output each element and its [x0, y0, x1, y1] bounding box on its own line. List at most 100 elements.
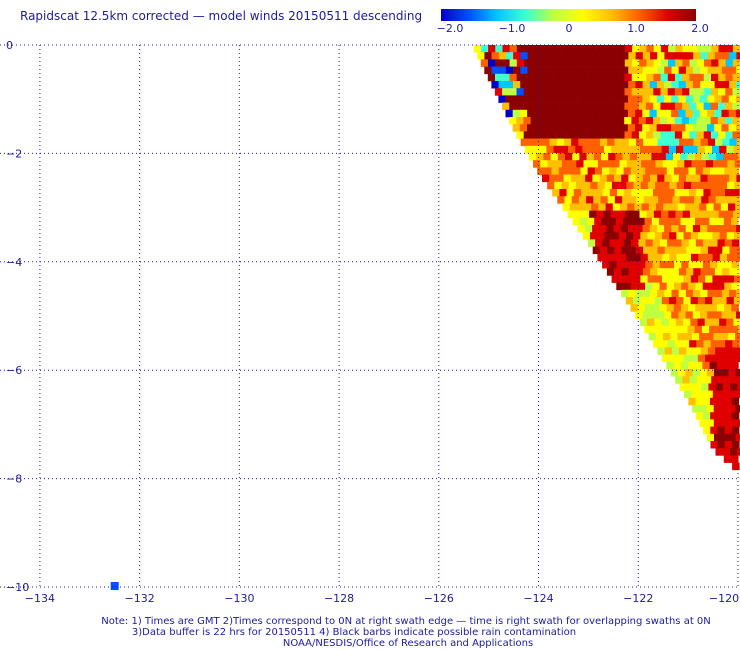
wind-cell: [668, 210, 676, 219]
map-grid: [0, 44, 739, 588]
wind-cell: [581, 59, 590, 67]
wind-cell: [661, 318, 669, 327]
wind-cell: [538, 73, 546, 82]
wind-cell: [632, 145, 641, 154]
wind-cell: [662, 275, 670, 283]
wind-cell: [643, 196, 652, 204]
wind-cell: [634, 203, 642, 211]
wind-cell: [729, 52, 737, 60]
wind-cell: [520, 81, 528, 89]
wind-cell: [640, 145, 648, 154]
wind-cell: [548, 124, 557, 132]
wind-cell: [635, 95, 643, 103]
wind-cell: [727, 253, 735, 262]
wind-cell: [626, 232, 634, 240]
wind-cell: [614, 246, 622, 255]
wind-cell: [606, 124, 614, 132]
wind-cell: [593, 153, 602, 161]
wind-cell: [613, 225, 622, 233]
wind-cell: [616, 282, 624, 291]
wind-cell: [698, 390, 706, 399]
wind-cell: [565, 153, 573, 161]
wind-cell: [689, 45, 698, 53]
wind-cell: [693, 268, 701, 276]
wind-cell: [674, 167, 682, 175]
wind-cell: [676, 354, 684, 363]
wind-cell: [509, 117, 517, 125]
wind-cell: [541, 124, 549, 132]
wind-cell: [688, 167, 696, 175]
wind-cell: [530, 102, 539, 111]
wind-cell: [670, 369, 679, 377]
wind-cell: [707, 268, 716, 276]
wind-cell: [567, 73, 575, 82]
wind-cell: [629, 153, 638, 161]
wind-cell: [484, 66, 492, 75]
wind-cell: [678, 81, 687, 89]
wind-cell: [662, 181, 670, 190]
wind-cell: [697, 297, 706, 305]
wind-cell: [674, 239, 682, 247]
wind-cell: [704, 210, 712, 219]
wind-cell: [653, 59, 662, 67]
wind-cell: [590, 232, 598, 240]
wind-cell: [667, 117, 675, 125]
wind-cell: [552, 117, 560, 125]
wind-cell: [653, 102, 661, 111]
wind-cell: [625, 210, 633, 219]
wind-cell: [732, 131, 740, 139]
wind-cell: [707, 52, 716, 60]
wind-cell: [723, 325, 731, 334]
wind-cell: [585, 52, 593, 60]
wind-cell: [696, 88, 704, 96]
wind-cell: [635, 66, 643, 75]
wind-cell: [667, 239, 675, 247]
wind-cell: [710, 412, 718, 420]
wind-cell: [625, 145, 634, 154]
wind-cell: [706, 419, 715, 427]
wind-cell: [724, 397, 732, 406]
axis-tick-label: −6: [6, 364, 22, 377]
wind-cell: [660, 117, 668, 125]
wind-cell: [628, 66, 636, 75]
axis-labels: 0 −2 −4 −6 −8 −10−134 −132 −130 −128 −126 −124 −122…: [6, 39, 739, 605]
wind-cell: [714, 66, 723, 75]
wind-cell: [657, 52, 665, 60]
wind-cell: [683, 275, 692, 283]
wind-cell: [653, 189, 661, 197]
wind-cell: [700, 246, 709, 255]
wind-cell: [690, 275, 699, 283]
wind-cell: [556, 138, 565, 147]
wind-cell: [706, 405, 714, 413]
wind-cell: [689, 340, 697, 348]
wind-cell: [688, 304, 696, 312]
wind-cell: [647, 318, 655, 327]
wind-cell: [595, 131, 604, 139]
wind-cell: [717, 117, 726, 125]
wind-cell: [660, 189, 668, 197]
wind-cell: [694, 383, 702, 391]
wind-cell: [663, 124, 672, 132]
wind-cell: [682, 102, 690, 111]
wind-cell: [736, 268, 740, 276]
wind-cell: [537, 117, 546, 125]
wind-cell: [683, 145, 691, 154]
wind-cell: [697, 318, 705, 327]
wind-cell: [559, 88, 568, 96]
wind-cell: [523, 131, 532, 139]
wind-cell: [605, 160, 613, 168]
wind-cell: [657, 81, 665, 89]
wind-cell: [563, 52, 572, 60]
wind-cell: [588, 189, 596, 197]
wind-cell: [693, 347, 701, 355]
wind-cell: [588, 102, 596, 111]
wind-cell: [700, 289, 708, 298]
wind-cell: [591, 124, 600, 132]
wind-cell: [693, 289, 701, 298]
wind-cell: [735, 333, 740, 341]
wind-cell: [606, 109, 614, 118]
wind-cell: [638, 102, 647, 111]
wind-cell: [702, 282, 711, 291]
wind-cell: [588, 73, 597, 82]
wind-cell: [682, 59, 690, 67]
